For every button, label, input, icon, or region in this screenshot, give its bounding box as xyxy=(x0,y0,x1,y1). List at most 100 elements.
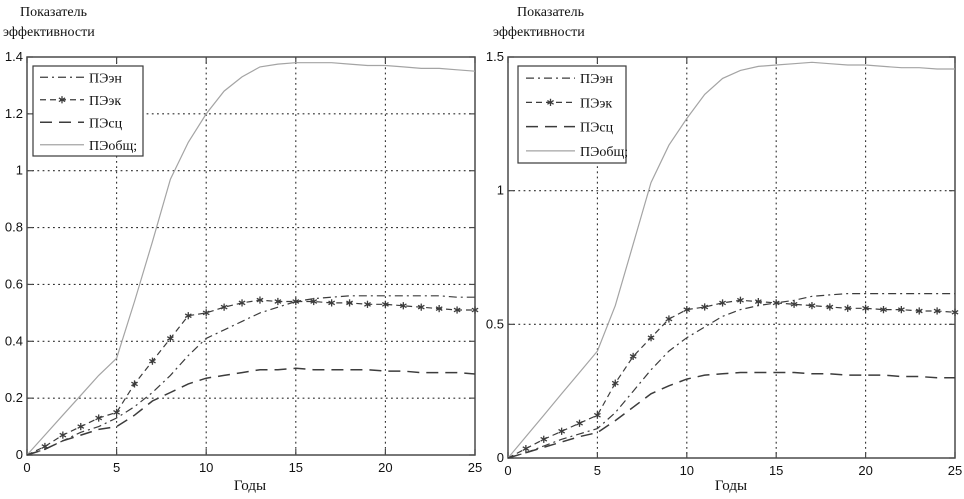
series-marker-star xyxy=(166,336,174,341)
y-tick-label: 1.5 xyxy=(486,49,504,64)
series-marker-star xyxy=(915,308,923,314)
series-line-pe-ek xyxy=(26,299,475,456)
series-marker-star xyxy=(754,299,762,304)
chart-left-x-axis-label: Годы xyxy=(233,478,267,494)
series-marker-star xyxy=(844,305,852,311)
series-marker-star xyxy=(310,299,318,304)
series-marker-star xyxy=(328,300,336,306)
chart-left-title-line1: Показатель xyxy=(20,5,87,20)
series-line-pe-sc xyxy=(26,367,476,456)
series-marker-star xyxy=(665,316,673,322)
chart-right: Показатель эффективности 0 5 10 15 20 25 0 0.5 1… xyxy=(482,0,964,499)
x-tick-label: 10 xyxy=(680,463,694,478)
legend-box xyxy=(517,65,627,164)
x-tick-label: 15 xyxy=(289,460,303,475)
chart-right-plot-area: 0 5 10 15 20 25 0 0.5 1 1.5 ПЭэн ПЭэк ПЭсц ПЭобщ; xyxy=(486,49,962,478)
chart-left-title-line2: эффективности xyxy=(3,25,95,40)
series-marker-star xyxy=(41,444,49,449)
series-marker-star xyxy=(364,301,371,307)
series-marker-star xyxy=(58,97,66,103)
series-marker-star xyxy=(862,305,870,311)
series-line-pe-sc xyxy=(507,371,955,459)
series-marker-star xyxy=(184,313,192,319)
y-tick-label: 0 xyxy=(497,450,504,465)
chart-left-title: Показатель эффективности xyxy=(3,3,95,43)
series-marker-star xyxy=(772,300,780,306)
series-marker-star xyxy=(593,412,601,418)
legend-label-pe-obshch: ПЭобщ; xyxy=(89,139,137,154)
x-tick-label: 5 xyxy=(113,460,120,475)
series-marker-star xyxy=(683,307,691,312)
legend-label-pe-ek: ПЭэк xyxy=(580,96,612,111)
x-tick-label: 10 xyxy=(199,460,213,475)
series-marker-star xyxy=(576,420,583,426)
series-marker-star xyxy=(790,301,798,307)
series-marker-star xyxy=(611,380,619,386)
chart-right-title-line1: Показатель xyxy=(517,5,584,20)
y-tick-label: 0.4 xyxy=(5,333,23,348)
legend-label-pe-ek: ПЭэк xyxy=(89,94,121,109)
series-marker-star xyxy=(880,307,887,312)
y-tick-label: 0.6 xyxy=(5,276,23,291)
legend-label-pe-sc: ПЭсц xyxy=(89,116,123,131)
legend-label-pe-en: ПЭэн xyxy=(580,72,613,87)
axis-frame xyxy=(26,56,476,456)
series-marker-star xyxy=(256,297,264,303)
series-marker-star xyxy=(647,335,655,341)
x-tick-label: 15 xyxy=(769,463,783,478)
y-tick-label: 1.2 xyxy=(5,106,23,121)
series-marker-star xyxy=(238,300,246,306)
series-marker-star xyxy=(399,303,407,309)
x-tick-label: 5 xyxy=(594,463,601,478)
series-line-pe-en xyxy=(507,293,955,459)
series-marker-star xyxy=(59,432,67,438)
series-marker-star xyxy=(77,424,85,429)
series-marker-star xyxy=(933,308,941,314)
x-tick-label: 0 xyxy=(23,460,30,475)
series-marker-star xyxy=(220,304,228,310)
series-marker-star xyxy=(540,436,548,442)
chart-left-plot-area: 0 5 10 15 20 25 0 0.2 0.4 0.6 0.8 1 1.2 1.4 ПЭэн ПЭэк ПЭ… xyxy=(5,49,482,475)
series-marker-star xyxy=(131,381,138,387)
y-tick-label: 0 xyxy=(16,447,23,462)
legend-box xyxy=(32,65,144,157)
x-tick-label: 25 xyxy=(468,460,482,475)
series-marker-star xyxy=(417,304,425,310)
legend-label-pe-sc: ПЭсц xyxy=(580,121,614,136)
series-marker-star xyxy=(346,300,354,306)
series-marker-star xyxy=(826,304,834,310)
legend-label-pe-obshch: ПЭобщ; xyxy=(580,145,628,160)
series-marker-star xyxy=(719,300,727,306)
x-tick-label: 20 xyxy=(858,463,872,478)
series-line-pe-en xyxy=(26,295,475,456)
series-marker-star xyxy=(202,310,210,316)
y-tick-label: 1 xyxy=(16,163,23,178)
x-tick-label: 0 xyxy=(504,463,511,478)
series-marker-star xyxy=(701,304,709,310)
series-marker-star xyxy=(471,307,479,313)
chart-right-title-line2: эффективности xyxy=(493,25,585,40)
series-marker-star xyxy=(558,428,566,434)
series-line-pe-obshch xyxy=(26,62,476,456)
series-marker-star xyxy=(148,358,156,364)
series-marker-star xyxy=(951,309,959,315)
y-tick-label: 0.2 xyxy=(5,390,23,405)
series-marker-star xyxy=(381,301,389,307)
y-tick-label: 1 xyxy=(497,183,504,198)
series-marker-star xyxy=(736,297,744,303)
series-marker-star xyxy=(808,303,816,308)
y-tick-label: 0.5 xyxy=(486,316,504,331)
y-tick-label: 0.8 xyxy=(5,220,23,235)
chart-right-title: Показатель эффективности xyxy=(493,3,585,43)
series-marker-star xyxy=(292,299,300,304)
legend-label-pe-en: ПЭэн xyxy=(89,71,122,86)
series-line-pe-obshch xyxy=(507,61,955,459)
series-marker-star xyxy=(453,307,461,313)
series-marker-star xyxy=(629,354,637,359)
series-marker-star xyxy=(897,307,905,312)
series-marker-star xyxy=(435,306,443,311)
series-marker-star xyxy=(522,446,530,452)
series-marker-star xyxy=(95,415,103,421)
chart-right-x-axis-label: Годы xyxy=(714,478,748,494)
